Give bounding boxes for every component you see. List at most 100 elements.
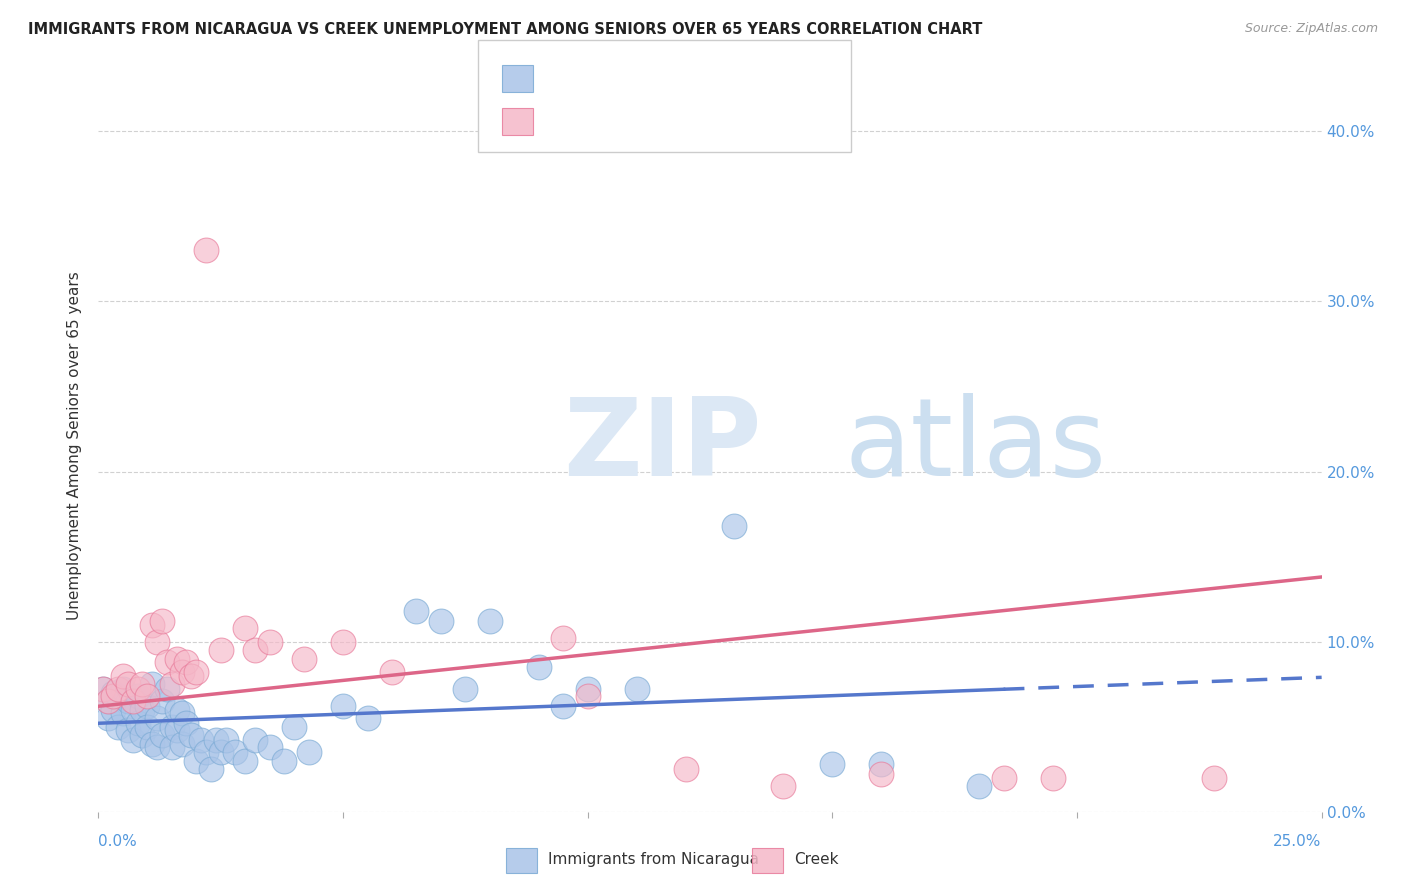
Point	[141, 617, 163, 632]
Point	[243, 733, 266, 747]
Point	[259, 740, 281, 755]
Point	[454, 682, 477, 697]
Point	[146, 634, 169, 648]
Point	[478, 614, 501, 628]
Point	[180, 668, 202, 682]
Point	[136, 689, 159, 703]
Point	[111, 668, 134, 682]
Point	[626, 682, 648, 697]
Text: 0.100: 0.100	[579, 70, 626, 84]
Text: 36: 36	[673, 112, 693, 128]
Point	[298, 745, 321, 759]
Point	[91, 682, 114, 697]
Text: 0.0%: 0.0%	[98, 834, 138, 849]
Point	[405, 604, 427, 618]
Point	[141, 737, 163, 751]
Point	[127, 682, 149, 697]
Point	[97, 694, 120, 708]
Text: IMMIGRANTS FROM NICARAGUA VS CREEK UNEMPLOYMENT AMONG SENIORS OVER 65 YEARS CORR: IMMIGRANTS FROM NICARAGUA VS CREEK UNEMP…	[28, 22, 983, 37]
Point	[1202, 771, 1225, 785]
Point	[1042, 771, 1064, 785]
Point	[121, 733, 143, 747]
Point	[170, 737, 193, 751]
Point	[156, 655, 179, 669]
Text: Immigrants from Nicaragua: Immigrants from Nicaragua	[548, 853, 759, 867]
Point	[576, 682, 599, 697]
Point	[214, 733, 236, 747]
Text: Source: ZipAtlas.com: Source: ZipAtlas.com	[1244, 22, 1378, 36]
Text: atlas: atlas	[845, 393, 1107, 499]
Point	[209, 643, 232, 657]
Point	[205, 733, 228, 747]
Text: Creek: Creek	[794, 853, 839, 867]
Point	[527, 660, 550, 674]
Point	[107, 682, 129, 697]
Point	[111, 682, 134, 697]
Point	[166, 723, 188, 737]
Point	[131, 728, 153, 742]
Point	[772, 779, 794, 793]
Point	[209, 745, 232, 759]
Point	[993, 771, 1015, 785]
Point	[259, 634, 281, 648]
Point	[675, 762, 697, 776]
Point	[91, 682, 114, 697]
Point	[150, 728, 173, 742]
Point	[117, 723, 139, 737]
Point	[381, 665, 404, 680]
Point	[166, 651, 188, 665]
Point	[127, 689, 149, 703]
Text: R =: R =	[544, 70, 579, 84]
Point	[176, 655, 198, 669]
Point	[430, 614, 453, 628]
Point	[111, 706, 134, 720]
Point	[160, 740, 183, 755]
Point	[117, 694, 139, 708]
Point	[170, 706, 193, 720]
Point	[176, 716, 198, 731]
Point	[283, 720, 305, 734]
Point	[160, 720, 183, 734]
Point	[160, 677, 183, 691]
Point	[121, 703, 143, 717]
Point	[150, 694, 173, 708]
Point	[117, 677, 139, 691]
Point	[356, 711, 378, 725]
Point	[332, 699, 354, 714]
Point	[121, 694, 143, 708]
Point	[97, 694, 120, 708]
Point	[186, 754, 208, 768]
Point	[127, 716, 149, 731]
Point	[553, 631, 575, 645]
Text: 0.143: 0.143	[579, 112, 624, 128]
Point	[141, 677, 163, 691]
Point	[131, 677, 153, 691]
Text: R =: R =	[544, 112, 579, 128]
Point	[186, 665, 208, 680]
Point	[821, 757, 844, 772]
Text: 25.0%: 25.0%	[1274, 834, 1322, 849]
Point	[576, 689, 599, 703]
Point	[170, 665, 193, 680]
Point	[190, 733, 212, 747]
Point	[195, 745, 218, 759]
Point	[292, 651, 315, 665]
Text: 62: 62	[673, 70, 693, 84]
Point	[146, 740, 169, 755]
Point	[332, 634, 354, 648]
Point	[150, 614, 173, 628]
Point	[131, 703, 153, 717]
Point	[243, 643, 266, 657]
Text: N =: N =	[638, 70, 675, 84]
Text: N =: N =	[638, 112, 675, 128]
Point	[156, 682, 179, 697]
Point	[273, 754, 295, 768]
Point	[553, 699, 575, 714]
Point	[101, 703, 124, 717]
Point	[101, 686, 124, 700]
Point	[180, 728, 202, 742]
Point	[195, 244, 218, 258]
Point	[107, 689, 129, 703]
Point	[200, 762, 222, 776]
Point	[233, 754, 256, 768]
